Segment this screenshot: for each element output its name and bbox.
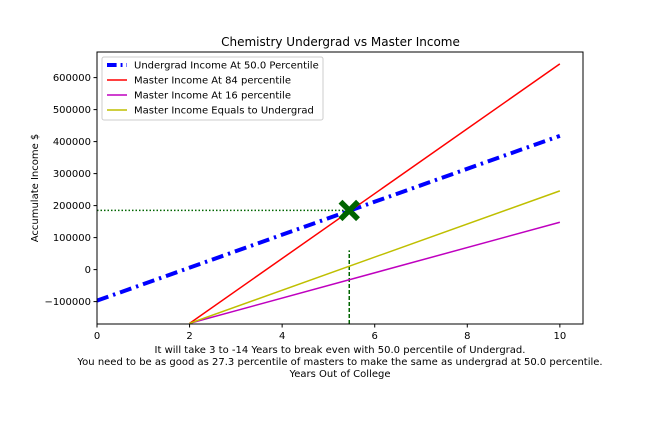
y-tick-label: 100000 — [53, 233, 91, 244]
x-tick-label: 4 — [279, 331, 285, 342]
y-axis-label: Accumulate Income $ — [30, 134, 41, 243]
y-tick-label: 300000 — [53, 169, 91, 180]
y-tick-label: 600000 — [53, 73, 91, 84]
x-tick-label: 8 — [464, 331, 470, 342]
y-tick-label: 200000 — [53, 201, 91, 212]
legend-label-master-equals: Master Income Equals to Undergrad — [134, 106, 314, 117]
x-axis-label-line-2: You need to be as good as 27.3 percentil… — [76, 357, 602, 368]
y-tick-label: −100000 — [44, 297, 91, 308]
chart-title: Chemistry Undergrad vs Master Income — [221, 35, 460, 49]
series-master-16 — [189, 221, 561, 324]
legend-label-master-16: Master Income At 16 percentile — [134, 91, 291, 102]
legend-box — [101, 56, 324, 121]
x-axis: 0 2 4 6 8 10 — [94, 324, 566, 342]
legend: Undergrad Income At 50.0 Percentile Mast… — [101, 56, 324, 121]
y-tick-label: 0 — [85, 265, 91, 276]
breakeven-marker — [338, 199, 360, 222]
legend-label-undergrad-50: Undergrad Income At 50.0 Percentile — [134, 61, 319, 72]
y-tick-label: 400000 — [53, 137, 91, 148]
axes-frame — [96, 51, 584, 325]
x-axis-label-line-1: It will take 3 to -14 Years to break eve… — [155, 345, 526, 356]
x-tick-label: 10 — [553, 331, 566, 342]
x-axis-label-line-3: Years Out of College — [289, 369, 391, 380]
series-undergrad-50 — [97, 133, 561, 303]
y-tick-label: 500000 — [53, 105, 91, 116]
x-tick-label: 0 — [94, 331, 100, 342]
series-master-equals — [189, 190, 561, 324]
x-tick-label: 2 — [186, 331, 192, 342]
series-master-84 — [189, 63, 561, 324]
y-axis: −100000 0 100000 200000 300000 400000 500000 60… — [44, 73, 97, 308]
plot-area — [97, 63, 561, 324]
legend-label-master-84: Master Income At 84 percentile — [134, 76, 291, 87]
x-tick-label: 6 — [372, 331, 378, 342]
